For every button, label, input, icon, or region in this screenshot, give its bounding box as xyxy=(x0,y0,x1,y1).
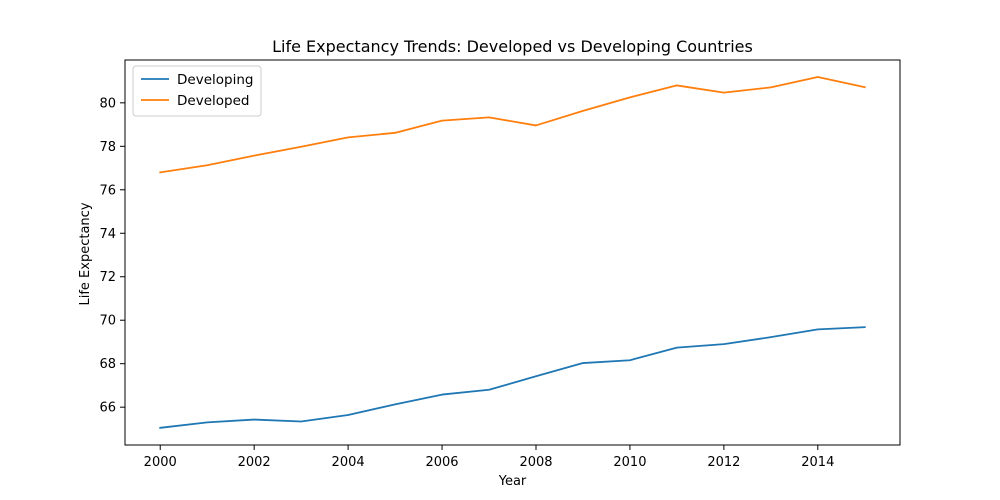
y-tick-label: 80 xyxy=(99,96,116,111)
y-tick-label: 76 xyxy=(99,183,116,198)
x-tick-label: 2010 xyxy=(613,455,646,470)
x-tick-label: 2000 xyxy=(144,455,177,470)
plot-area: 2000 2002 2004 2006 2008 2010 2012 2014 66 68 70 72… xyxy=(99,59,901,470)
x-tick-label: 2002 xyxy=(238,455,271,470)
y-tick-label: 68 xyxy=(99,357,116,372)
axes-frame xyxy=(124,59,901,446)
y-tick-label: 70 xyxy=(99,314,116,329)
y-tick-label: 72 xyxy=(99,270,116,285)
x-tick-label: 2006 xyxy=(425,455,458,470)
legend-label-developing: Developing xyxy=(177,72,253,88)
legend-label-developed: Developed xyxy=(177,93,249,109)
x-axis-label: Year xyxy=(498,474,527,489)
y-tick-label: 78 xyxy=(99,140,116,155)
y-tick-label: 66 xyxy=(99,401,116,416)
x-tick-label: 2014 xyxy=(801,455,834,470)
legend: Developing Developed xyxy=(132,65,262,117)
chart-title: Life Expectancy Trends: Developed vs Dev… xyxy=(272,37,753,56)
x-tick-label: 2012 xyxy=(707,455,740,470)
series-line-developing xyxy=(159,326,866,429)
series-line-developed xyxy=(159,76,866,174)
x-tick-label: 2008 xyxy=(519,455,552,470)
y-tick-label: 74 xyxy=(99,227,116,242)
x-tick-label: 2004 xyxy=(332,455,365,470)
y-axis-label: Life Expectancy xyxy=(78,202,93,305)
